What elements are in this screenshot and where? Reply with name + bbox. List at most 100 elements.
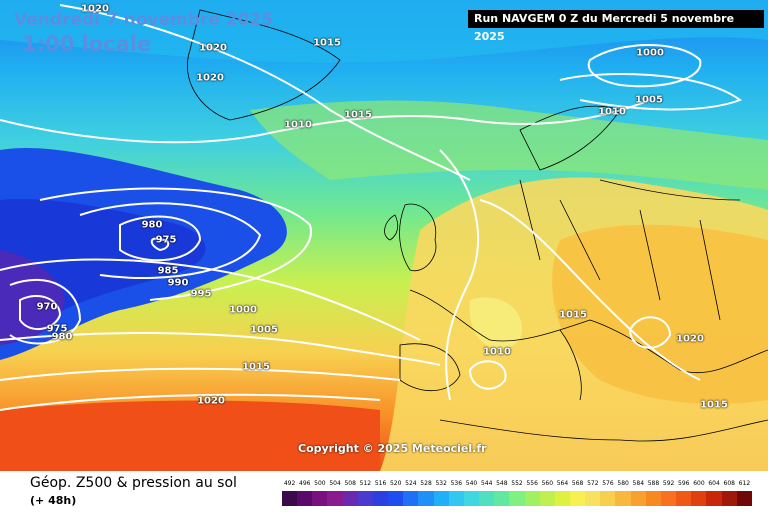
isobar-label: 1005 [635,94,663,106]
legend-tick-label: 504 [329,480,341,487]
isobar-label: 1020 [199,42,227,54]
southern-warm-band [0,400,380,471]
isobar-label: 1005 [250,324,278,336]
legend-swatch [736,491,752,506]
green-band [250,100,768,190]
legend-swatch [372,491,389,506]
copyright-notice: Copyright © 2025 Meteociel.fr [298,442,487,455]
isobar-label: 980 [141,219,163,231]
legend-tick-label: 540 [465,480,478,487]
legend-swatch [645,491,661,506]
legend-tick-label: 492 [283,480,296,487]
isobar-label: 1015 [313,37,341,49]
legend-swatch [357,491,373,506]
isobar-label: 980 [51,331,73,343]
legend-tick-label: 572 [587,480,599,487]
legend-tick-label: 604 [708,480,720,487]
isobar-label: 1015 [344,109,372,121]
legend-tick-label: 608 [723,480,735,487]
legend-swatch [660,491,677,506]
legend-tick-label: 588 [647,480,660,487]
legend-swatch [630,491,646,506]
isobar-label: 975 [155,234,177,246]
product-title: Géop. Z500 & pression au sol [30,475,237,491]
legend-tick-label: 536 [450,480,463,487]
legend-tick-label: 532 [435,480,447,487]
legend-swatch [403,491,419,506]
isobar-label: 1010 [598,106,626,118]
legend-tick-label: 556 [526,480,538,487]
legend-swatch [448,491,464,506]
legend-tick-label: 564 [556,480,569,487]
isobar-label: 1020 [81,3,109,15]
legend-swatch [539,491,555,506]
isobar-label: 1020 [676,333,704,345]
legend-tick-label: 552 [511,480,523,487]
isobar-label: 975 [46,323,68,335]
legend-swatch [569,491,586,506]
isobar-label: 1000 [229,304,257,316]
lead-time-label: (+ 48h) [30,494,77,507]
isobar-label: 1010 [483,346,511,358]
isobar-label: 985 [157,265,179,277]
legend-tick-label: 596 [678,480,690,487]
isobar-label: 1015 [559,309,587,321]
color-scale-ticks: 492 496 500 504 508 512 516 520 524 528 532 536 540 5… [282,480,752,490]
legend-swatch [509,491,525,506]
legend-swatch [433,491,449,506]
legend-swatch [342,491,358,506]
legend-swatch [676,491,692,506]
legend-swatch [600,491,616,506]
isobar-label: 1010 [284,119,312,131]
legend-tick-label: 528 [420,480,432,487]
isobar-label: 1020 [196,72,224,84]
geopotential-field [0,0,768,471]
legend-swatch [479,491,495,506]
legend-footer: Géop. Z500 & pression au sol (+ 48h) 492… [0,471,768,512]
legend-swatch [418,491,434,506]
legend-swatch [706,491,722,506]
isobar-label: 1000 [636,47,664,59]
color-scale-bar [282,491,752,506]
isobars [0,4,743,411]
isobar-label: 1020 [197,395,225,407]
legend-swatch [327,491,343,506]
legend-tick-label: 612 [738,480,751,487]
legend-swatch [615,491,631,506]
legend-tick-label: 500 [314,480,326,487]
legend-swatch [524,491,540,506]
valid-date-label: Vendredi 7 novembre 2025 [14,10,274,30]
legend-swatch [691,491,707,506]
isobar-label: 970 [36,301,58,313]
local-time-label: 1:00 locale [22,32,152,56]
legend-tick-label: 584 [632,480,645,487]
run-info-banner: Run NAVGEM 0 Z du Mercredi 5 novembre 20… [468,10,764,43]
legend-swatch [494,491,510,506]
legend-swatch [463,491,480,506]
legend-swatch [312,491,328,506]
legend-tick-label: 568 [571,480,584,487]
legend-tick-label: 520 [389,480,402,487]
legend-swatch [554,491,570,506]
legend-tick-label: 576 [602,480,614,487]
legend-tick-label: 600 [693,480,705,487]
low-center-purple [0,250,65,345]
legend-tick-label: 516 [374,480,387,487]
legend-tick-label: 508 [344,480,356,487]
legend-swatch [388,491,404,506]
ridge-core [552,224,768,404]
coastlines [187,9,768,442]
legend-tick-label: 560 [541,480,554,487]
legend-tick-label: 524 [405,480,417,487]
legend-swatch [585,491,601,506]
forecast-map: Vendredi 7 novembre 2025 1:00 locale Run… [0,0,768,471]
legend-tick-label: 580 [617,480,629,487]
legend-tick-label: 592 [662,480,675,487]
legend-tick-label: 548 [496,480,508,487]
legend-swatch [297,491,313,506]
legend-tick-label: 496 [299,480,311,487]
legend-swatch [721,491,737,506]
isobar-label: 1015 [242,361,270,373]
isobar-label: 995 [190,288,212,300]
isobar-label: 990 [167,277,189,289]
